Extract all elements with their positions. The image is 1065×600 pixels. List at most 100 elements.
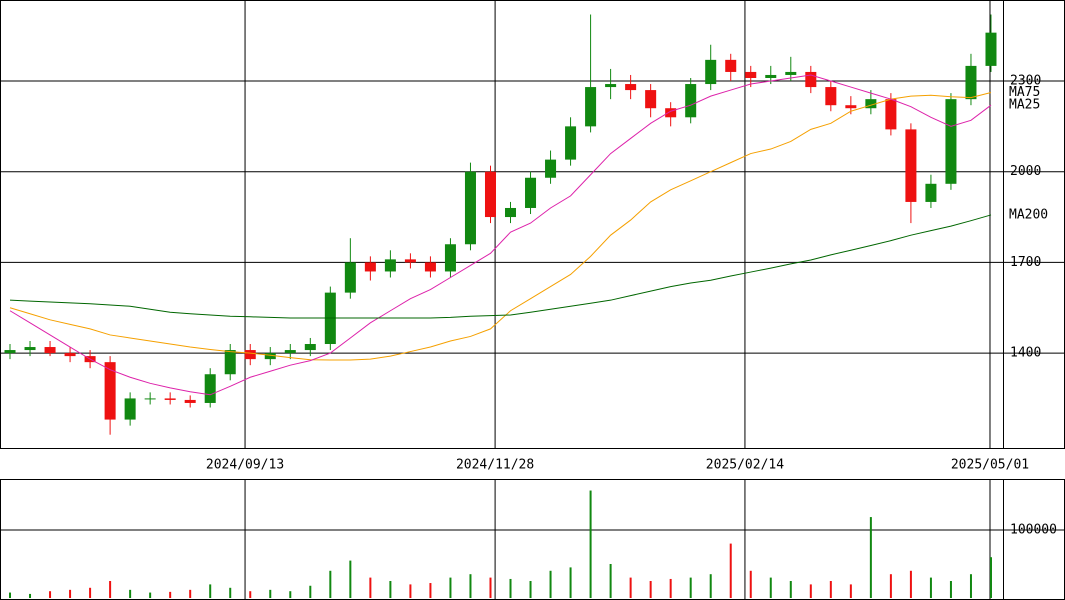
candle-body xyxy=(204,374,216,403)
candle-body xyxy=(725,59,737,72)
candle-body xyxy=(805,71,817,88)
candle-body xyxy=(505,207,517,218)
candle-body xyxy=(444,244,456,272)
candle-body xyxy=(44,347,56,354)
volume-bar xyxy=(369,577,372,598)
volume-bar xyxy=(169,591,172,598)
candle-body xyxy=(665,108,677,118)
candle-body xyxy=(364,262,376,272)
volume-bar xyxy=(609,563,612,598)
y-tick-label: 2300 xyxy=(1010,74,1041,89)
y-tick-label: 2000 xyxy=(1010,164,1041,179)
candle-body xyxy=(64,353,76,357)
candle-body xyxy=(424,262,436,272)
candle-body xyxy=(905,129,917,202)
candle-body xyxy=(785,71,797,75)
volume-bar xyxy=(349,560,352,598)
volume-bar xyxy=(849,584,852,598)
candle-body xyxy=(4,350,16,354)
volume-bar xyxy=(769,577,772,598)
price-frame xyxy=(0,0,1065,449)
candle-body xyxy=(645,90,657,109)
volume-bar xyxy=(9,592,12,598)
volume-bar xyxy=(149,592,152,598)
volume-bar xyxy=(969,574,972,598)
candle-body xyxy=(104,362,116,420)
volume-bar xyxy=(909,570,912,598)
candle-body xyxy=(24,347,36,351)
volume-bar xyxy=(409,584,412,598)
volume-bar xyxy=(449,577,452,598)
volume-bar xyxy=(129,589,132,598)
candle-body xyxy=(965,65,977,100)
candle-body xyxy=(985,32,997,66)
candle-body xyxy=(825,87,837,106)
candle-body xyxy=(384,259,396,272)
x-tick-label: 2024/11/28 xyxy=(456,458,534,473)
volume-bar xyxy=(489,577,492,598)
candle-body xyxy=(284,350,296,354)
volume-tick-label: 100000 xyxy=(1010,522,1057,537)
volume-bar xyxy=(329,570,332,598)
candle-body xyxy=(745,71,757,78)
candle-body xyxy=(945,99,957,184)
volume-bar xyxy=(69,589,72,598)
candle-body xyxy=(144,398,156,400)
candle-body xyxy=(765,74,777,78)
ma-line xyxy=(9,214,992,319)
candle-body xyxy=(845,105,857,109)
volume-bar xyxy=(309,585,312,598)
volume-bar xyxy=(949,580,952,598)
volume-bar xyxy=(629,577,632,598)
volume-bar xyxy=(389,580,392,598)
candle-body xyxy=(685,84,697,118)
volume-bar xyxy=(49,591,52,598)
candle-body xyxy=(164,398,176,400)
volume-bar xyxy=(869,517,872,598)
volume-bar xyxy=(249,591,252,598)
volume-bar xyxy=(649,580,652,598)
volume-bar xyxy=(509,578,512,598)
candle-body xyxy=(224,350,236,375)
volume-bar xyxy=(209,584,212,598)
ma-line xyxy=(9,74,992,396)
volume-bar xyxy=(709,574,712,598)
ma-label: MA75 xyxy=(1009,85,1040,100)
x-tick-label: 2024/09/13 xyxy=(206,458,284,473)
volume-bar xyxy=(189,589,192,598)
volume-bar xyxy=(229,587,232,598)
candle-body xyxy=(705,59,717,85)
candle-body xyxy=(625,84,637,91)
volume-bar xyxy=(809,584,812,598)
volume-bar xyxy=(989,557,992,598)
volume-bar xyxy=(889,574,892,598)
volume-bar xyxy=(109,580,112,598)
candle-body xyxy=(184,399,196,403)
candle-body xyxy=(404,259,416,263)
volume-bar xyxy=(89,587,92,598)
volume-bar xyxy=(549,570,552,598)
candle-body xyxy=(525,177,537,208)
volume-bar xyxy=(29,593,32,598)
volume-bar xyxy=(689,577,692,598)
volume-bar xyxy=(789,580,792,598)
candle-body xyxy=(605,84,617,88)
candle-body xyxy=(484,171,496,218)
volume-bar xyxy=(829,580,832,598)
volume-bar xyxy=(749,570,752,598)
candle-body xyxy=(244,350,256,360)
volume-bar xyxy=(269,589,272,598)
candle-body xyxy=(264,353,276,360)
candle-body xyxy=(464,171,476,245)
volume-bar xyxy=(669,578,672,598)
candle-body xyxy=(865,99,877,109)
y-tick-label: 1400 xyxy=(1010,346,1041,361)
candle-body xyxy=(124,398,136,420)
ma-label: MA200 xyxy=(1009,207,1048,222)
candle-body xyxy=(565,126,577,160)
y-tick-label: 1700 xyxy=(1010,255,1041,270)
candle-body xyxy=(304,344,316,351)
volume-bar xyxy=(729,543,732,598)
candle-body xyxy=(885,99,897,130)
